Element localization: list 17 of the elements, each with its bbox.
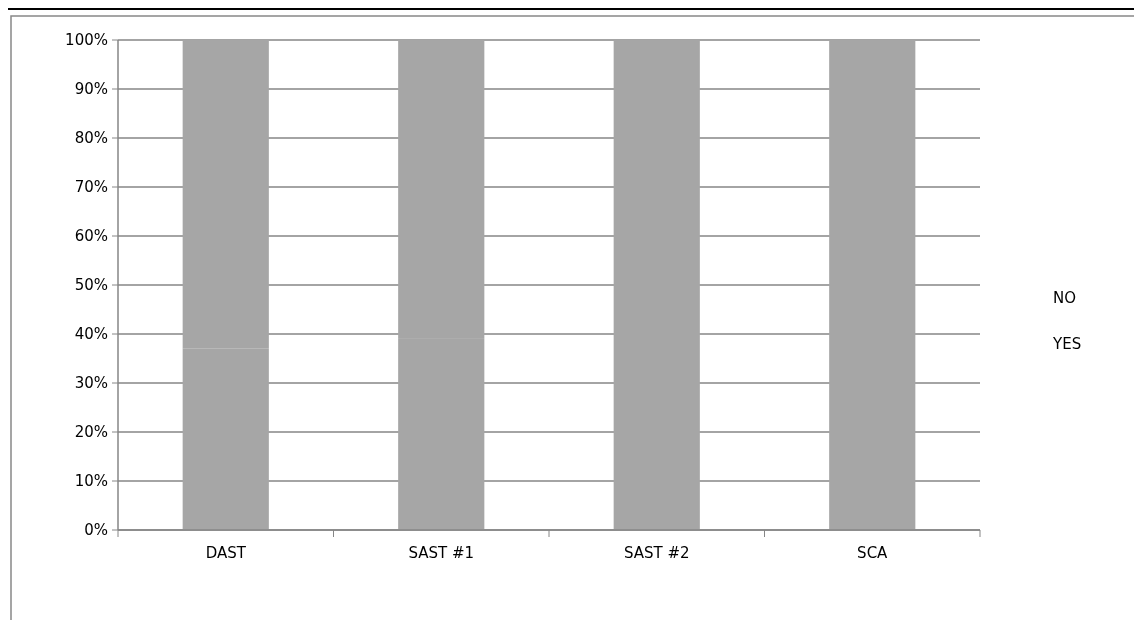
y-tick-label: 100% (65, 31, 108, 50)
y-tick-label: 30% (74, 374, 108, 393)
x-tick-label: DAST (205, 544, 247, 562)
text: NO (1053, 289, 1077, 308)
y-tick-label: 70% (74, 178, 108, 197)
y-tick-label: 0% (84, 521, 108, 540)
y-tick-label: 60% (74, 227, 108, 246)
y-tick-label: 80% (74, 129, 108, 148)
x-tick-label: SAST #2 (623, 544, 690, 562)
x-tick-label: SAST #1 (408, 544, 475, 562)
text: YES (1052, 335, 1082, 354)
y-tick-label: 40% (74, 325, 108, 344)
y-tick-label: 50% (74, 276, 108, 295)
x-tick-label: SCA (857, 544, 889, 562)
y-tick-label: 10% (74, 472, 108, 491)
y-tick-label: 20% (74, 423, 108, 442)
y-tick-label: 90% (74, 80, 108, 99)
